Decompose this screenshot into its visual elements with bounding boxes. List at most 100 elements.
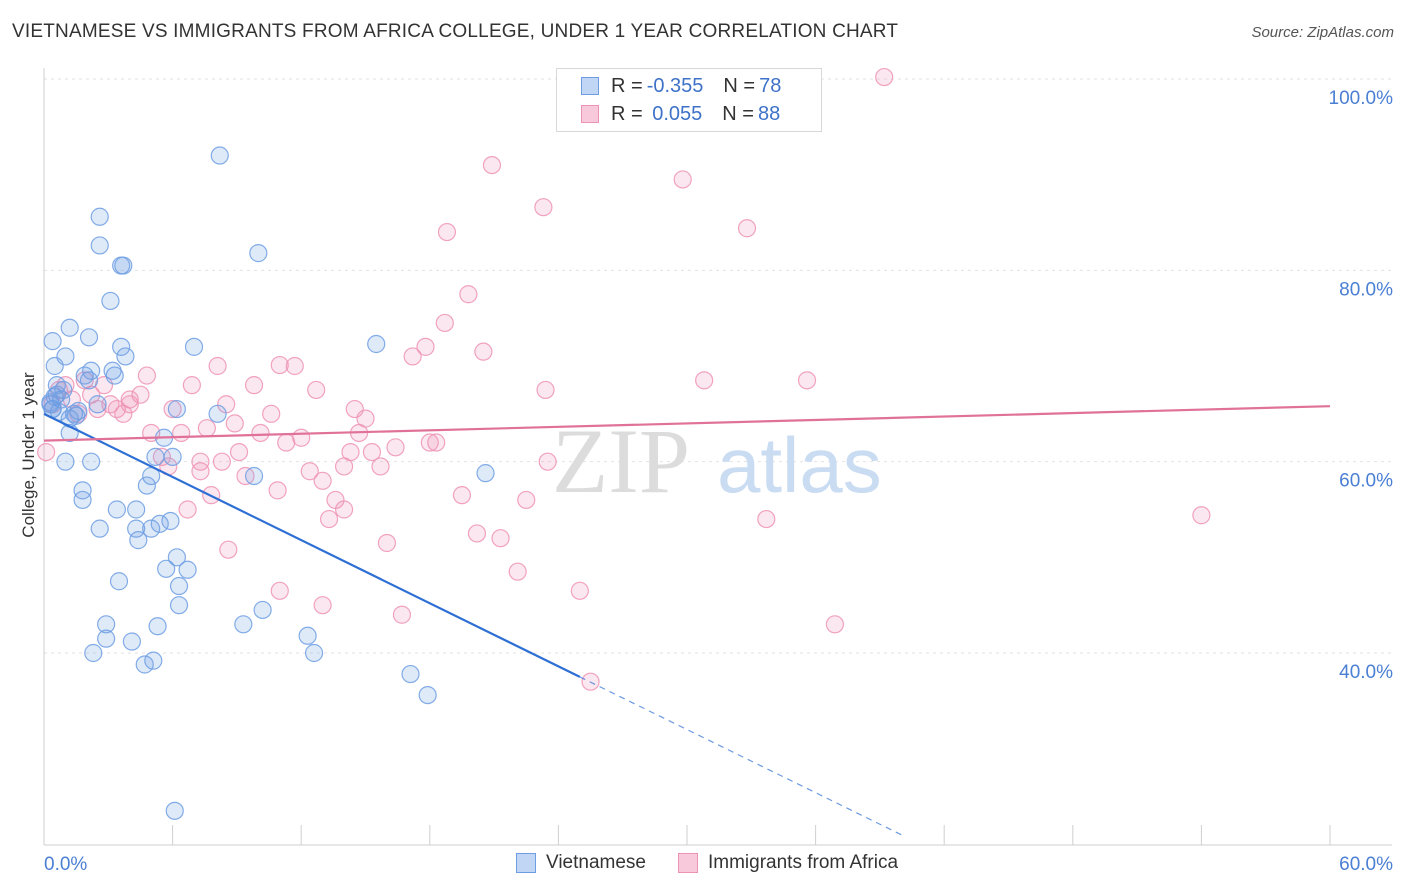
data-point-africa	[508, 562, 527, 581]
data-point-vietnamese	[210, 146, 229, 165]
x-tick-labels: 0.0% 60.0%	[44, 854, 1393, 875]
data-point-vietnamese	[146, 447, 165, 466]
axes	[43, 68, 1392, 846]
y-tick-label: 40.0%	[1339, 662, 1393, 683]
data-point-vietnamese	[79, 328, 99, 347]
data-point-vietnamese	[90, 207, 109, 226]
legend-swatch-vietnamese	[516, 853, 536, 873]
data-point-africa	[825, 615, 844, 634]
data-point-africa	[178, 500, 197, 519]
legend-item-vietnamese: Vietnamese	[516, 852, 646, 874]
data-point-vietnamese	[144, 651, 163, 670]
data-point-vietnamese	[148, 617, 167, 636]
legend-item-africa: Immigrants from Africa	[678, 852, 898, 874]
data-point-vietnamese	[88, 395, 107, 414]
y-tick-label: 60.0%	[1339, 471, 1393, 492]
data-point-africa	[212, 452, 231, 471]
data-point-vietnamese	[56, 452, 75, 471]
data-point-vietnamese	[107, 500, 126, 519]
data-point-africa	[467, 524, 487, 543]
legend-swatch-africa	[581, 105, 599, 123]
data-point-africa	[491, 529, 510, 548]
legend-swatch-africa	[678, 853, 698, 873]
data-point-vietnamese	[165, 801, 184, 820]
y-tick-label: 100.0%	[1329, 88, 1394, 109]
data-point-africa	[416, 337, 435, 356]
data-point-vietnamese	[163, 447, 182, 466]
legend-row-africa: R = 0.055 N = 88	[581, 103, 780, 125]
data-point-africa	[225, 414, 244, 433]
data-point-africa	[474, 342, 493, 361]
data-point-africa	[244, 376, 264, 395]
data-point-africa	[182, 376, 201, 395]
data-point-africa	[341, 443, 360, 462]
data-point-africa	[403, 347, 422, 366]
data-point-africa	[37, 443, 56, 462]
data-point-vietnamese	[184, 337, 204, 356]
legend-label-vietnamese: Vietnamese	[546, 852, 646, 873]
y-tick-labels: 40.0% 60.0% 80.0% 100.0%	[1329, 88, 1394, 683]
legend-n-label: N =	[723, 74, 756, 97]
data-point-vietnamese	[127, 519, 146, 538]
data-point-vietnamese	[178, 560, 197, 579]
data-point-africa	[251, 423, 270, 443]
data-point-africa	[270, 581, 289, 600]
data-point-africa	[270, 355, 289, 375]
data-point-africa	[120, 390, 139, 409]
data-point-vietnamese	[73, 490, 92, 510]
data-point-africa	[334, 500, 354, 519]
data-point-africa	[517, 490, 536, 510]
legend-n-value: 88	[757, 102, 781, 125]
data-point-africa	[482, 156, 502, 175]
y-axis-label: College, Under 1 year	[19, 372, 38, 538]
africa-points	[37, 67, 1211, 691]
data-point-africa	[137, 366, 156, 385]
data-point-africa	[229, 443, 249, 462]
data-point-africa	[292, 428, 311, 447]
stats-legend: R = -0.355 N = 78 R = 0.055 N = 88	[556, 68, 822, 132]
data-point-africa	[427, 433, 446, 452]
data-point-africa	[268, 481, 287, 500]
data-point-vietnamese	[73, 481, 92, 500]
data-point-vietnamese	[97, 615, 116, 634]
data-point-africa	[219, 540, 238, 559]
data-point-africa	[262, 404, 281, 423]
data-point-africa	[277, 433, 296, 452]
data-point-vietnamese	[84, 643, 103, 663]
data-point-vietnamese	[169, 596, 189, 615]
data-point-vietnamese	[304, 643, 324, 663]
data-point-vietnamese	[47, 376, 66, 395]
legend-n-value: 78	[759, 74, 782, 97]
data-point-vietnamese	[418, 685, 437, 705]
data-point-vietnamese	[69, 401, 88, 421]
data-point-africa	[392, 605, 412, 624]
data-point-vietnamese	[135, 655, 154, 674]
data-point-africa	[435, 313, 454, 333]
data-point-vietnamese	[116, 347, 135, 366]
gridlines	[44, 78, 1392, 654]
data-point-africa	[362, 443, 382, 462]
legend-label-africa: Immigrants from Africa	[708, 852, 899, 873]
x-tick-label: 60.0%	[1339, 854, 1393, 875]
data-point-africa	[536, 380, 555, 400]
data-point-africa	[172, 423, 191, 443]
data-point-africa	[152, 447, 171, 466]
data-point-africa	[757, 509, 776, 529]
data-point-vietnamese	[253, 600, 272, 620]
data-point-vietnamese	[109, 572, 129, 591]
data-point-africa	[313, 596, 332, 615]
legend-r-label: R =	[611, 74, 643, 97]
watermark-atlas: atlas	[717, 421, 882, 509]
data-point-vietnamese	[401, 664, 420, 684]
trendline-vietnamese-extension	[579, 676, 902, 836]
data-point-vietnamese	[150, 514, 169, 533]
data-point-vietnamese	[122, 632, 141, 651]
data-point-vietnamese	[137, 476, 156, 495]
data-point-africa	[307, 380, 326, 400]
data-point-vietnamese	[45, 387, 64, 406]
legend-n-label: N =	[722, 102, 754, 125]
data-point-vietnamese	[101, 291, 120, 311]
data-point-africa	[737, 219, 757, 238]
data-point-vietnamese	[244, 466, 264, 486]
